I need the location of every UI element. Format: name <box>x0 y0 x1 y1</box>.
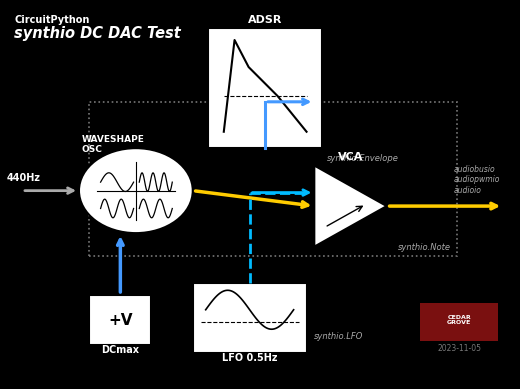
Text: ADSR: ADSR <box>248 15 282 25</box>
Text: OSC: OSC <box>82 145 102 154</box>
Text: 440Hz: 440Hz <box>7 173 41 183</box>
Polygon shape <box>314 166 387 247</box>
Bar <box>89 295 151 345</box>
Text: LFO 0.5Hz: LFO 0.5Hz <box>222 352 277 363</box>
Bar <box>420 303 498 341</box>
Bar <box>209 28 322 148</box>
Text: CEDAR
GROVE: CEDAR GROVE <box>447 315 471 326</box>
Text: CircuitPython: CircuitPython <box>15 15 89 25</box>
Text: synthio.Envelope: synthio.Envelope <box>327 154 399 163</box>
Bar <box>193 283 307 353</box>
Bar <box>89 102 457 256</box>
Text: 2023-11-05: 2023-11-05 <box>437 344 481 353</box>
Text: synthio.Note: synthio.Note <box>398 244 451 252</box>
Text: +V: +V <box>108 312 133 328</box>
Text: synthio DC DAC Test: synthio DC DAC Test <box>15 26 181 42</box>
Text: VCA: VCA <box>338 152 363 162</box>
Circle shape <box>79 148 193 233</box>
Text: synthio.LFO: synthio.LFO <box>314 332 363 341</box>
Text: WAVESHAPE: WAVESHAPE <box>82 135 145 144</box>
Text: audiobusio
audiopwmio
audioio: audiobusio audiopwmio audioio <box>454 165 500 194</box>
Text: DCmax: DCmax <box>101 345 139 355</box>
